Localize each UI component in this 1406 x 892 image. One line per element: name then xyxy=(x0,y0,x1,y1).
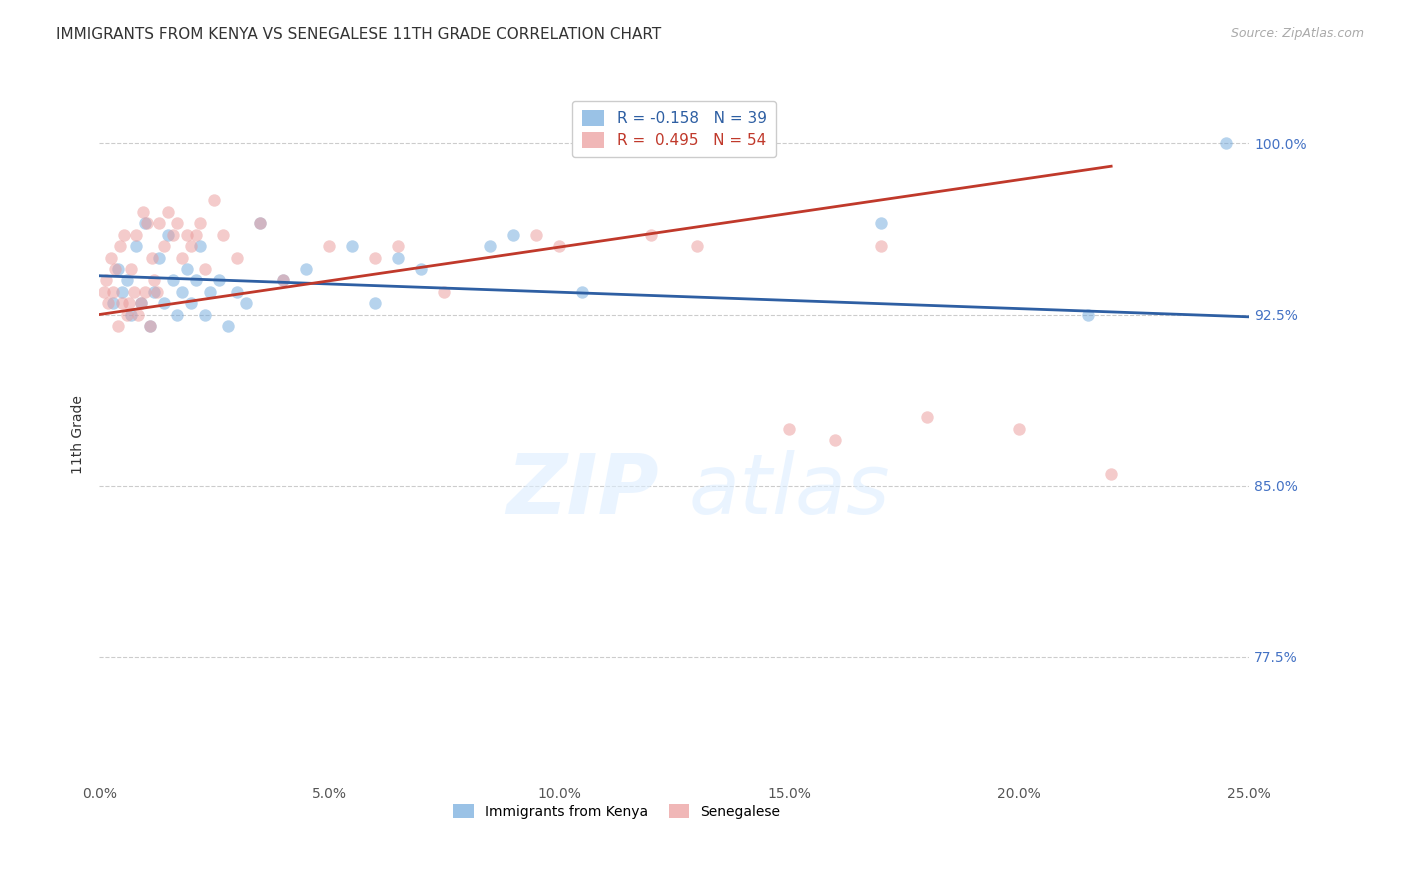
Point xyxy=(194,261,217,276)
Point xyxy=(145,285,167,299)
Point xyxy=(212,227,235,242)
Point xyxy=(157,205,180,219)
Point xyxy=(387,251,409,265)
Point xyxy=(226,285,249,299)
Point xyxy=(101,285,124,299)
Point xyxy=(184,227,207,242)
Point xyxy=(134,216,156,230)
Point xyxy=(170,251,193,265)
Point xyxy=(295,261,318,276)
Point xyxy=(148,216,170,230)
Point xyxy=(502,227,524,242)
Point xyxy=(176,261,198,276)
Point xyxy=(188,216,211,230)
Point xyxy=(101,296,124,310)
Point xyxy=(217,318,239,333)
Point xyxy=(115,273,138,287)
Point xyxy=(524,227,547,242)
Point xyxy=(364,251,387,265)
Point xyxy=(162,273,184,287)
Point xyxy=(364,296,387,310)
Point xyxy=(198,285,221,299)
Point xyxy=(134,285,156,299)
Point xyxy=(115,308,138,322)
Point xyxy=(136,216,159,230)
Point xyxy=(93,285,115,299)
Point xyxy=(870,216,893,230)
Point xyxy=(571,285,593,299)
Point xyxy=(640,227,662,242)
Point xyxy=(125,239,148,253)
Point xyxy=(387,239,409,253)
Point xyxy=(1077,308,1099,322)
Point xyxy=(870,239,893,253)
Point xyxy=(148,251,170,265)
Point xyxy=(122,285,145,299)
Point xyxy=(208,273,231,287)
Point xyxy=(235,296,257,310)
Point xyxy=(194,308,217,322)
Point xyxy=(108,239,131,253)
Point xyxy=(176,227,198,242)
Point xyxy=(778,422,800,436)
Point xyxy=(479,239,502,253)
Y-axis label: 11th Grade: 11th Grade xyxy=(72,395,86,474)
Point xyxy=(166,308,188,322)
Point xyxy=(170,285,193,299)
Point xyxy=(548,239,571,253)
Point xyxy=(271,273,294,287)
Text: atlas: atlas xyxy=(689,450,890,531)
Point xyxy=(141,251,163,265)
Point xyxy=(152,239,174,253)
Point xyxy=(915,410,938,425)
Point xyxy=(157,227,180,242)
Point xyxy=(138,318,160,333)
Point xyxy=(100,251,122,265)
Text: IMMIGRANTS FROM KENYA VS SENEGALESE 11TH GRADE CORRELATION CHART: IMMIGRANTS FROM KENYA VS SENEGALESE 11TH… xyxy=(56,27,661,42)
Point xyxy=(271,273,294,287)
Point xyxy=(433,285,456,299)
Point xyxy=(249,216,271,230)
Point xyxy=(686,239,709,253)
Point xyxy=(1215,136,1237,151)
Point xyxy=(202,194,225,208)
Point xyxy=(340,239,363,253)
Point xyxy=(162,227,184,242)
Point xyxy=(166,216,188,230)
Point xyxy=(1008,422,1031,436)
Point xyxy=(120,308,142,322)
Point xyxy=(107,318,129,333)
Point xyxy=(318,239,340,253)
Point xyxy=(180,239,202,253)
Point xyxy=(132,205,155,219)
Point xyxy=(249,216,271,230)
Point xyxy=(94,273,117,287)
Text: ZIP: ZIP xyxy=(506,450,658,531)
Point xyxy=(1099,467,1122,482)
Point xyxy=(107,261,129,276)
Point xyxy=(97,296,120,310)
Point xyxy=(180,296,202,310)
Legend: Immigrants from Kenya, Senegalese: Immigrants from Kenya, Senegalese xyxy=(447,798,786,824)
Point xyxy=(125,227,148,242)
Point xyxy=(152,296,174,310)
Text: Source: ZipAtlas.com: Source: ZipAtlas.com xyxy=(1230,27,1364,40)
Point xyxy=(120,261,142,276)
Point xyxy=(111,296,134,310)
Point xyxy=(104,261,127,276)
Point xyxy=(188,239,211,253)
Point xyxy=(112,227,135,242)
Point xyxy=(411,261,433,276)
Point xyxy=(129,296,152,310)
Point xyxy=(118,296,141,310)
Point xyxy=(127,308,149,322)
Point xyxy=(824,433,846,447)
Point xyxy=(226,251,249,265)
Point xyxy=(138,318,160,333)
Point xyxy=(143,285,166,299)
Point xyxy=(184,273,207,287)
Point xyxy=(143,273,166,287)
Point xyxy=(111,285,134,299)
Point xyxy=(129,296,152,310)
